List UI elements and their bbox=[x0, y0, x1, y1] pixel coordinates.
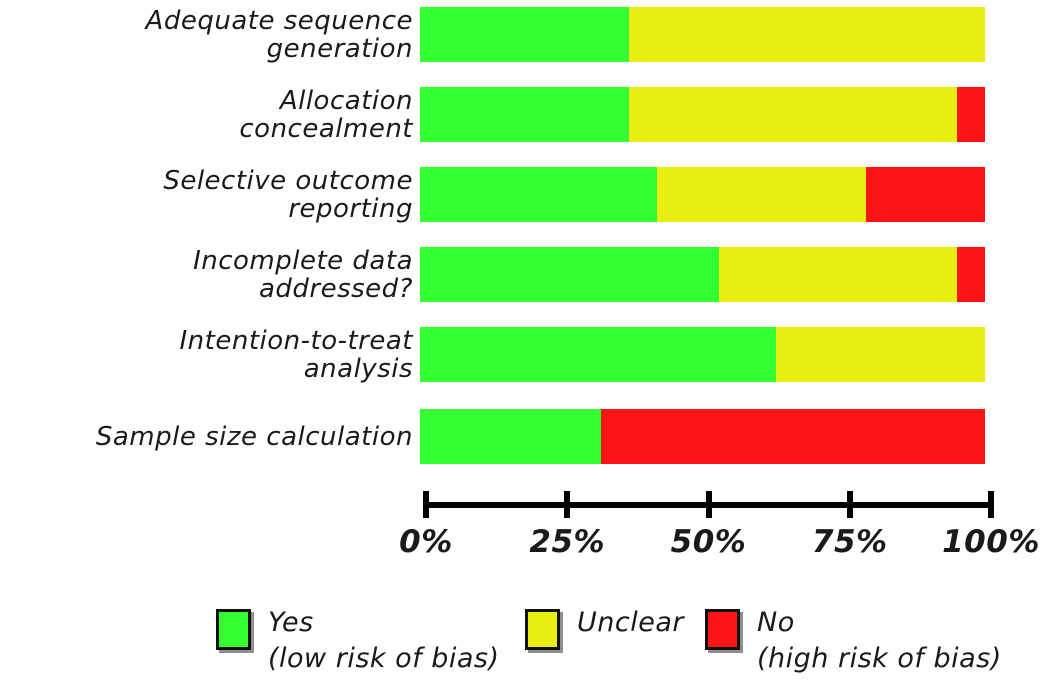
legend-swatch-unclear bbox=[525, 609, 560, 650]
bar-segment-unclear bbox=[719, 247, 957, 302]
legend-swatch-yes bbox=[216, 609, 251, 650]
x-axis-labels: 0% 25% 50% 75% 100% bbox=[399, 524, 1039, 566]
bar-segment-unclear bbox=[657, 167, 867, 222]
bar-row: Incomplete data addressed? bbox=[0, 245, 991, 304]
x-axis-tick bbox=[564, 491, 571, 518]
category-label: Intention-to-treat analysis bbox=[179, 325, 413, 384]
bar-segment-yes bbox=[420, 87, 630, 142]
bar-segment-yes bbox=[420, 7, 630, 62]
category-label: Selective outcome reporting bbox=[163, 165, 413, 224]
bar-segment-yes bbox=[420, 409, 601, 464]
bar-segment-no bbox=[956, 87, 985, 142]
category-label: Sample size calculation bbox=[95, 421, 413, 452]
category-label: Incomplete data addressed? bbox=[193, 245, 413, 304]
x-tick-label: 75% bbox=[811, 524, 888, 560]
legend-label-unclear: Unclear bbox=[577, 607, 684, 638]
legend-item-no: No (high risk of bias) bbox=[705, 605, 1002, 677]
bar-segment-no bbox=[956, 247, 985, 302]
category-label: Adequate sequence generation bbox=[145, 5, 413, 64]
x-axis-tick bbox=[423, 491, 429, 518]
x-tick-label: 25% bbox=[529, 524, 606, 560]
bar-segment-unclear bbox=[629, 87, 957, 142]
bar-row: Selective outcome reporting bbox=[0, 165, 991, 224]
legend-label-no: No bbox=[757, 607, 795, 638]
stacked-bar bbox=[420, 247, 985, 302]
bar-segment-no bbox=[600, 409, 985, 464]
legend-sublabel-no: (high risk of bias) bbox=[757, 643, 1002, 674]
bar-row: Allocation concealment bbox=[0, 85, 991, 144]
stacked-bar bbox=[420, 327, 985, 382]
bar-segment-unclear bbox=[775, 327, 985, 382]
legend-item-yes: Yes (low risk of bias) bbox=[216, 605, 500, 677]
stacked-bar bbox=[420, 7, 985, 62]
x-axis-tick bbox=[846, 491, 853, 518]
bar-row: Sample size calculation bbox=[0, 409, 991, 464]
bar-segment-no bbox=[866, 167, 985, 222]
bar-row: Adequate sequence generation bbox=[0, 5, 991, 64]
legend-swatch-no bbox=[705, 609, 740, 650]
stacked-bar bbox=[420, 409, 985, 464]
legend-label-yes: Yes bbox=[268, 607, 314, 638]
legend-sublabel-yes: (low risk of bias) bbox=[268, 643, 500, 674]
stacked-bar bbox=[420, 87, 985, 142]
bar-row: Intention-to-treat analysis bbox=[0, 325, 991, 384]
bar-segment-yes bbox=[420, 247, 720, 302]
stacked-bar bbox=[420, 167, 985, 222]
bar-segment-unclear bbox=[629, 7, 985, 62]
x-axis-tick bbox=[988, 491, 994, 518]
x-axis bbox=[423, 491, 994, 518]
x-axis-tick bbox=[705, 491, 712, 518]
category-label: Allocation concealment bbox=[239, 85, 413, 144]
legend-item-unclear: Unclear bbox=[525, 605, 684, 650]
bar-segment-yes bbox=[420, 167, 658, 222]
x-tick-label: 0% bbox=[399, 524, 453, 560]
x-tick-label: 50% bbox=[670, 524, 747, 560]
bar-segment-yes bbox=[420, 327, 776, 382]
x-tick-label: 100% bbox=[942, 524, 1040, 560]
